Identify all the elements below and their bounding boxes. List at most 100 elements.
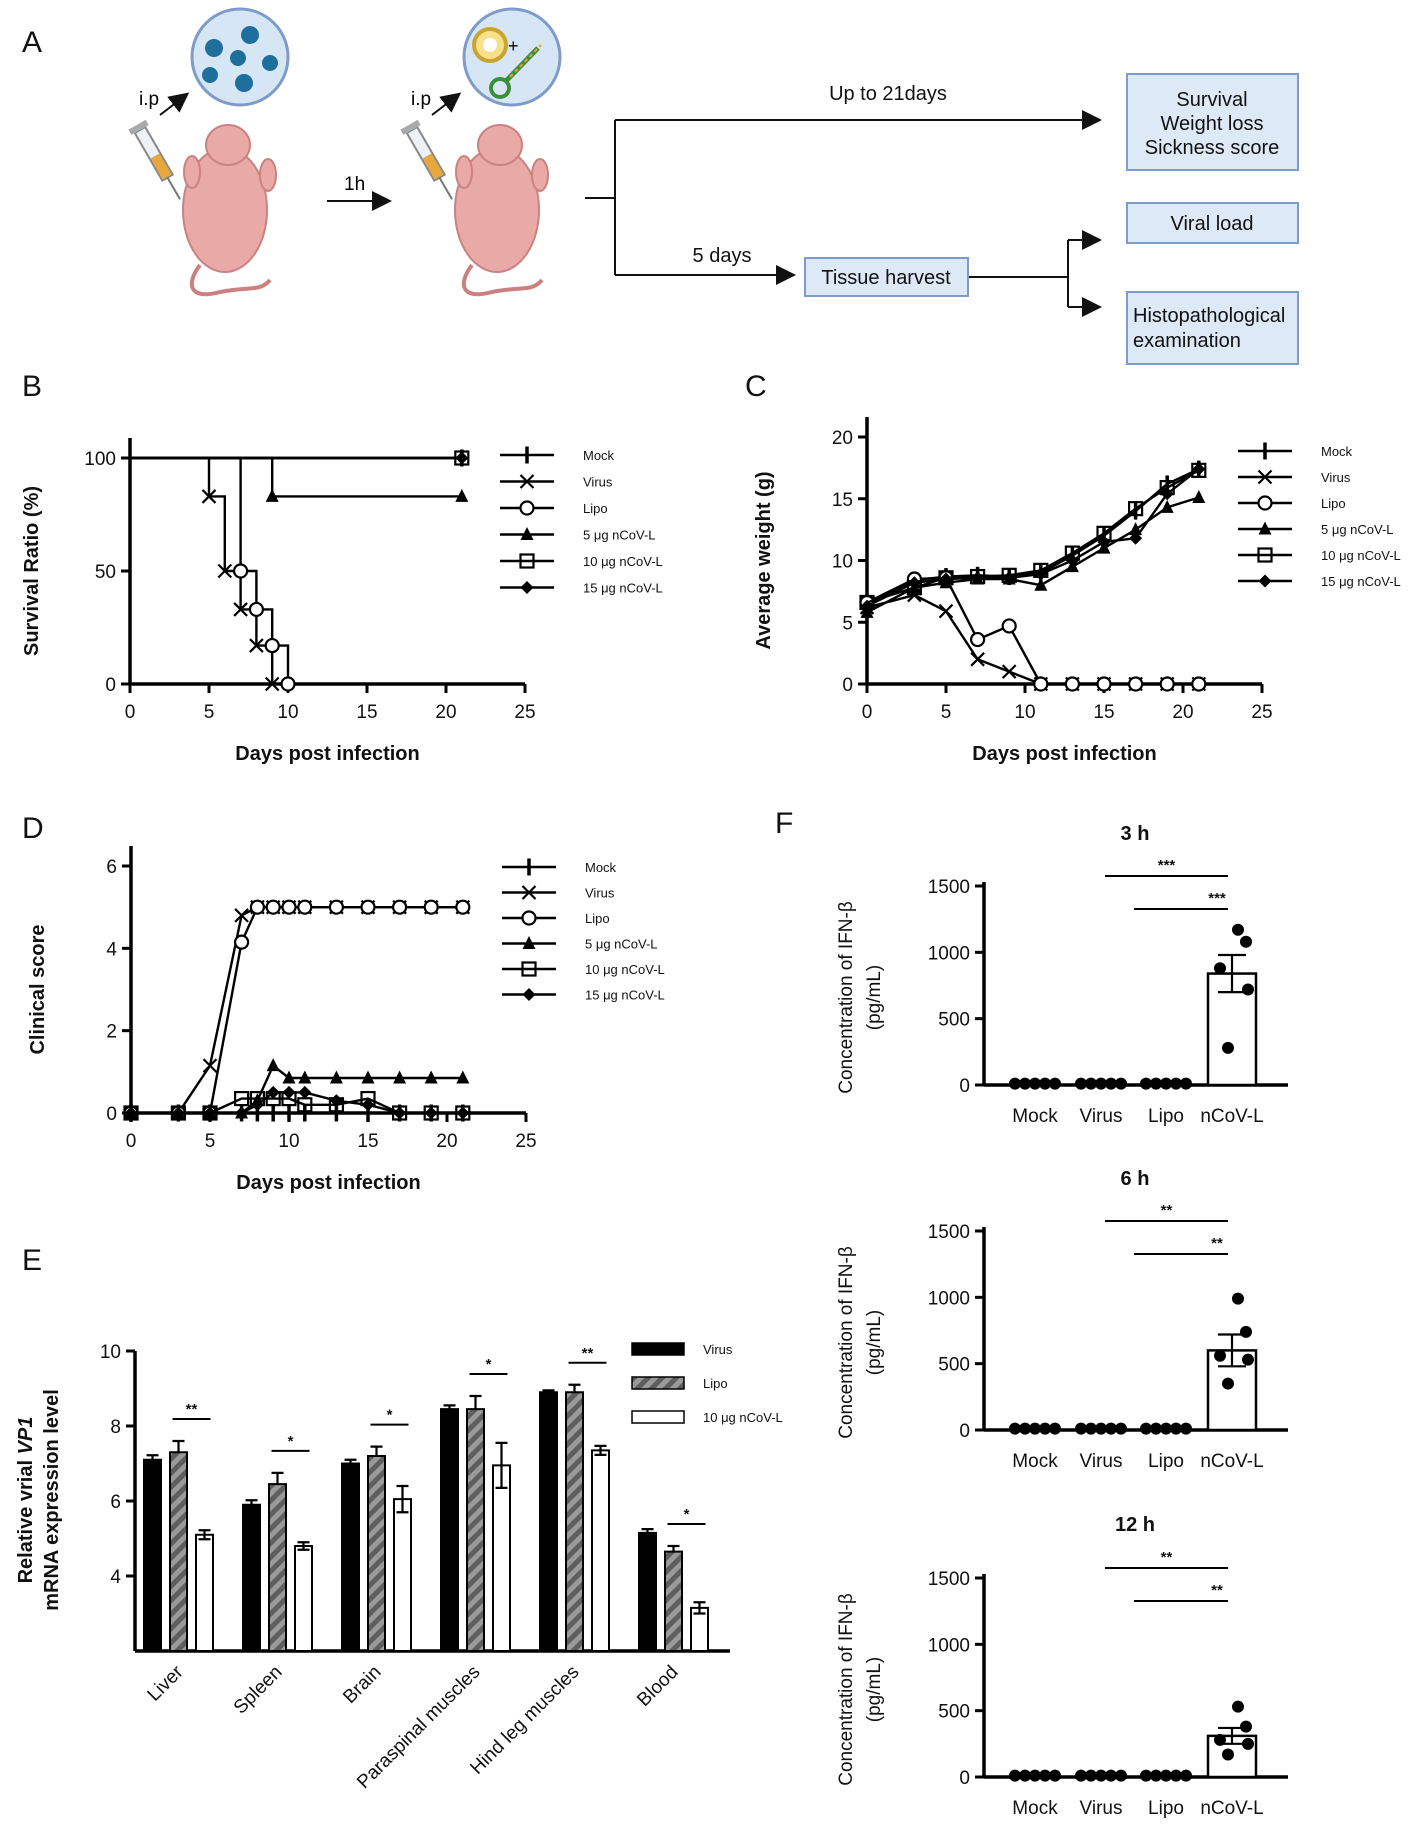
significance-label: * [387,1407,393,1424]
y-axis-title-line-2: (pg/mL) [864,965,885,1030]
data-point [235,1106,249,1120]
y-tick-label: 500 [938,1355,970,1376]
legend-swatch [631,1410,685,1424]
data-point [1039,1422,1051,1435]
y-tick-label: 0 [105,675,116,696]
outcome-sickness-line: Sickness score [1145,137,1280,159]
ip-label-2: i.p [411,89,431,110]
data-point [298,1070,312,1084]
data-point [939,572,953,586]
y-tick-label: 500 [938,1702,970,1723]
data-point [1115,1077,1127,1090]
series-15-ug-ncov-l [124,1085,470,1120]
data-point [1127,676,1144,692]
category-label: Mock [1012,1451,1058,1472]
legend-marker [519,500,535,516]
group-virus: Virus [1075,1422,1127,1472]
legend-swatch [631,1376,685,1390]
significance-label: *** [1208,890,1226,907]
data-point [234,934,250,950]
data-point [1019,1769,1031,1782]
category-label: nCoV-L [1200,1798,1263,1819]
outcome-survival-line: Survival [1176,89,1247,111]
data-point [393,1070,407,1084]
y-tick-label: 1500 [928,1222,970,1243]
data-point [1240,935,1252,948]
data-point [1115,1769,1127,1782]
bar-virus [638,1531,657,1652]
data-point [1085,1077,1097,1090]
y-tick-label: 2 [106,1022,117,1043]
data-point [1160,1077,1172,1090]
legend-label: Lipo [583,501,608,516]
error-bar [396,1484,409,1514]
syringe-icon [128,119,181,200]
significance-label: ** [1211,1582,1223,1599]
data-point [1160,487,1174,501]
data-point [233,602,248,617]
error-bar [667,1544,680,1552]
x-tick-label: 5 [205,1131,216,1152]
chart-c-weight: 0 5 10 15 20 25 0 5 10 15 20 Days post infection Ave… [753,417,1401,765]
legend-item-mock: Mock [1238,442,1353,460]
legend-label: 5 μg nCoV-L [585,937,658,952]
ip-arrow-2 [431,92,462,116]
category-label: Virus [1080,1798,1123,1819]
data-point [361,1070,375,1084]
error-bar [568,1383,581,1393]
y-axis-title-line-2: (pg/mL) [864,1310,885,1375]
panel-label-e: E [22,1244,42,1277]
bar-virus [242,1503,261,1652]
data-point [1049,1422,1061,1435]
legend-label: Virus [703,1342,733,1357]
mouse-icon [182,124,277,297]
data-point [1180,1077,1192,1090]
legend-item-5-ug-ncov-l: 5 μg nCoV-L [502,936,658,952]
y-tick-label: 6 [110,1492,121,1513]
data-point [1075,1422,1087,1435]
data-point [1096,676,1112,692]
chart-e-viral-load: 4 6 8 10 Relative vrial VP1 mRNA expression l… [15,1342,783,1793]
outcome-weight-line: Weight loss [1160,113,1263,135]
data-point [1160,1769,1172,1782]
data-point [907,576,921,590]
data-point [1222,1377,1234,1390]
significance-label: ** [1211,1235,1223,1252]
significance-label: ** [186,1401,198,1418]
y-tick-label: 5 [842,613,853,634]
syringe-icon [400,119,453,200]
x-tick-label: 0 [862,702,873,723]
chart-b-survival: 0 5 10 15 20 25 0 50 100 Days post infection Survi… [21,438,663,765]
legend-label: 10 μg nCoV-L [585,962,665,977]
series-line [131,905,463,1115]
data-point [1034,577,1048,591]
data-point [1242,1353,1254,1366]
y-tick-label: 1000 [928,943,970,964]
group-lipo: Lipo [1140,1769,1192,1819]
data-point [1002,571,1016,585]
data-point [264,637,280,654]
x-axis-title: Days post infection [235,743,419,765]
y-tick-label: 50 [95,562,116,583]
data-point [393,1106,407,1120]
error-bar [172,1439,185,1453]
error-bar [245,1499,258,1505]
x-tick-label: 10 [278,1131,299,1152]
data-point [1160,499,1174,513]
significance-label: *** [1158,857,1176,874]
x-tick-label: 10 [1014,702,1035,723]
significance-label: * [486,1356,492,1373]
y-axis-title-part: Relative vrial [15,1454,37,1583]
legend-item-virus: Virus [500,474,613,490]
legend-item-virus: Virus [1238,469,1351,485]
error-bar [271,1471,284,1485]
legend-marker [521,885,537,900]
legend-swatch [631,1342,685,1356]
data-point [1232,1700,1244,1713]
category-label: Virus [1080,1106,1123,1127]
y-axis-title-line-1: Concentration of IFN-β [836,901,857,1094]
data-point [203,1106,217,1120]
y-tick-label: 1500 [928,1569,970,1590]
chart-f-ifn-beta: 3 h 0 500 1000 1500 Concentration of IFN-β (pg… [836,823,1288,1819]
data-point [265,488,279,502]
